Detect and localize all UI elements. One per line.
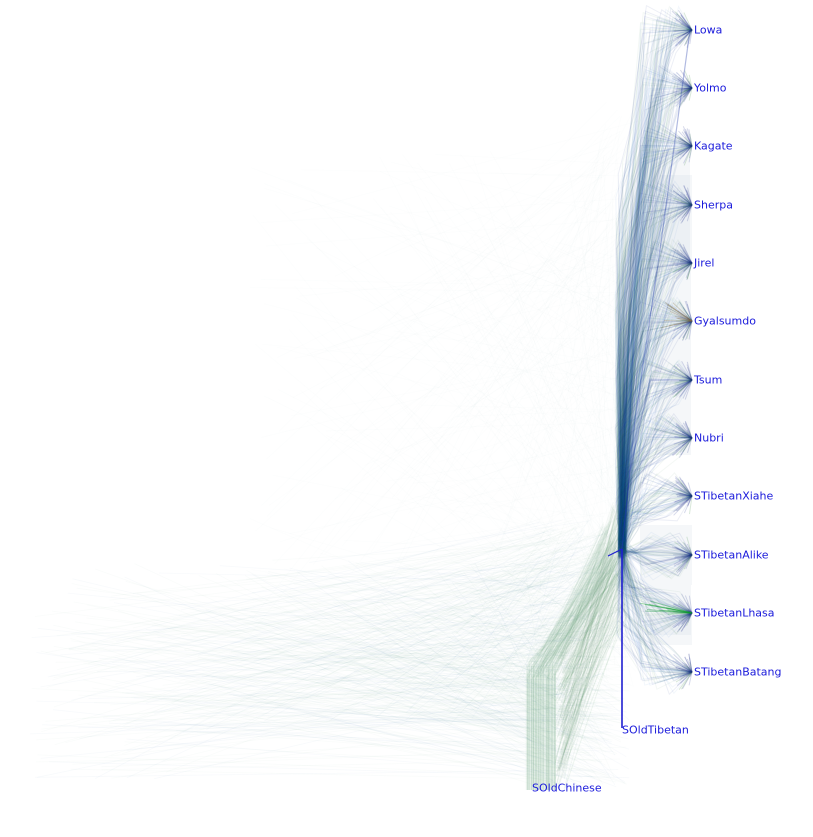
taxon-label-tsum: Tsum [694,373,723,387]
root-tick [607,548,623,557]
taxon-label-stibetanxiahe: STibetanXiahe [694,489,774,503]
taxon-label-stibetanalike: STibetanAlike [694,548,769,562]
taxon-label-lowa: Lowa [694,23,723,37]
branch-bundle [613,4,693,696]
consensus-tree [607,548,623,728]
taxon-label-yolmo: Yolmo [694,81,727,95]
green-tree-cloud [525,499,627,790]
taxon-label-kagate: Kagate [694,139,733,153]
taxon-label-jirel: Jirel [694,256,715,270]
taxon-label-stibetanbatang: STibetanBatang [694,665,782,679]
taxon-label-stibetanlhasa: STibetanLhasa [694,606,775,620]
taxon-label-gyalsumdo: Gyalsumdo [694,314,756,328]
taxon-label-sherpa: Sherpa [694,198,733,212]
taxon-label-nubri: Nubri [694,431,724,445]
taxon-label-soldtibetan: SOldTibetan [622,723,689,737]
taxon-label-soldchinese: SOldChinese [532,781,602,795]
clade-shading [640,150,692,645]
